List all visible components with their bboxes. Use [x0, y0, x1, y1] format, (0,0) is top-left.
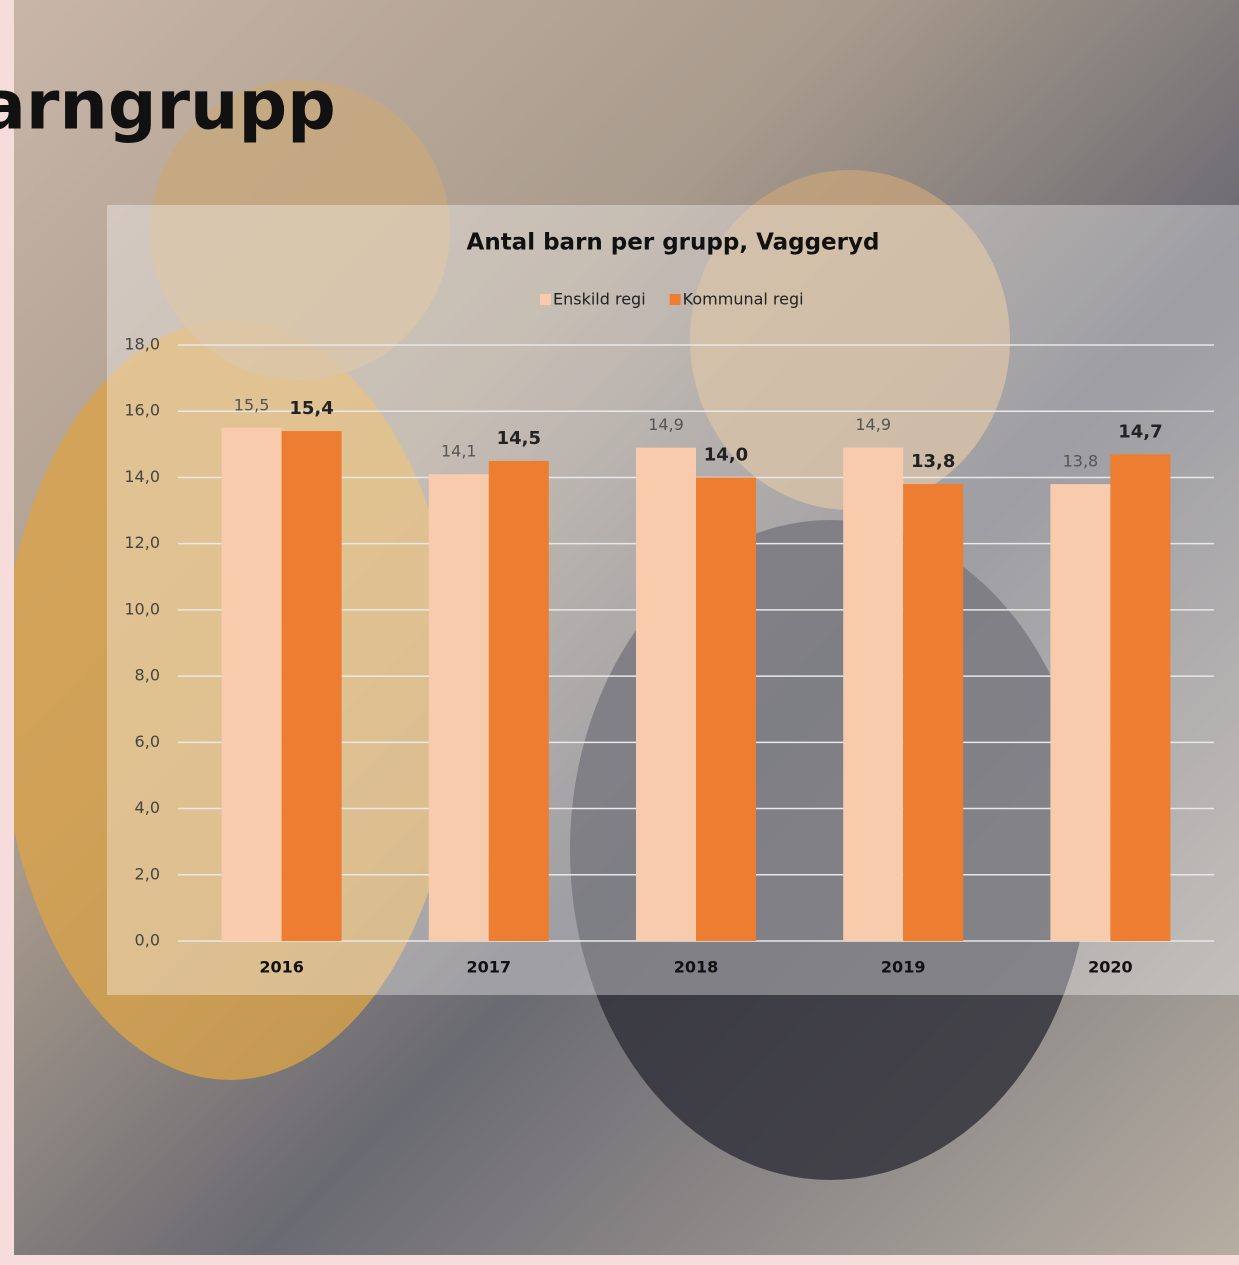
x-tick-label: 2017 [467, 958, 512, 977]
bar [428, 474, 489, 941]
side-strip [0, 0, 14, 1265]
data-label: 14,5 [497, 428, 541, 449]
y-tick-label: 6,0 [135, 732, 160, 751]
x-tick-label: 2018 [674, 958, 719, 977]
y-tick-label: 14,0 [124, 467, 160, 486]
data-label: 15,5 [234, 395, 270, 414]
bar [1110, 454, 1171, 941]
chart-title: Antal barn per grupp, Vaggeryd [467, 230, 880, 256]
bar [281, 431, 342, 941]
y-tick-label: 16,0 [124, 401, 160, 420]
bar [903, 484, 964, 941]
y-tick-label: 12,0 [124, 533, 160, 552]
y-tick-label: 10,0 [124, 599, 160, 618]
chart: 0,0 2,0 4,0 6,0 8,0 10,0 12,0 14,0 16,0 18,0 Enski… [124, 290, 1214, 977]
x-tick-label: 2019 [881, 958, 926, 977]
x-tick-label: 2020 [1088, 958, 1133, 977]
photo-shape [150, 80, 450, 380]
y-tick-label: 2,0 [135, 864, 160, 883]
bar [636, 447, 696, 941]
x-tick-label: 2016 [259, 958, 304, 977]
bar [1050, 484, 1111, 941]
y-tick-label: 0,0 [135, 931, 160, 950]
bar [221, 427, 282, 941]
legend-label: Kommunal regi [683, 290, 804, 309]
legend-swatch [669, 294, 681, 305]
y-tick-label: 4,0 [135, 798, 160, 817]
data-label: 14,9 [648, 415, 684, 434]
data-label: 14,1 [441, 442, 477, 461]
slide-title: arngrupp [0, 67, 336, 146]
y-tick-label: 8,0 [135, 666, 160, 685]
bottom-strip [0, 1255, 1239, 1265]
data-label: 15,4 [289, 398, 333, 419]
bar [488, 460, 549, 941]
data-label: 14,7 [1118, 421, 1162, 442]
data-label: 14,0 [704, 444, 748, 465]
legend-swatch [540, 294, 551, 305]
legend-label: Enskild regi [553, 290, 646, 309]
bar [696, 477, 756, 941]
photo-shape [690, 170, 1010, 510]
data-label: 13,8 [1063, 452, 1099, 471]
data-label: 14,9 [855, 415, 891, 434]
y-tick-label: 18,0 [124, 335, 160, 354]
bar [843, 447, 904, 941]
data-label: 13,8 [911, 451, 955, 472]
